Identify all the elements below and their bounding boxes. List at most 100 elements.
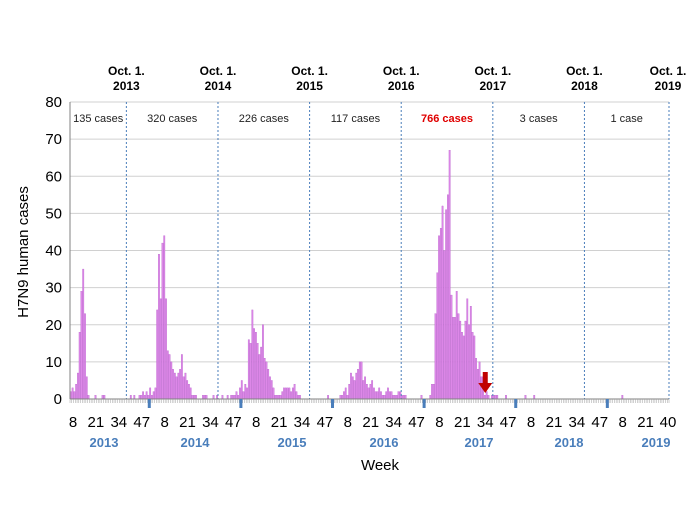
- bar: [469, 306, 472, 400]
- bar: [459, 320, 462, 400]
- year-label: 2015: [278, 435, 307, 450]
- x-tick-label: 8: [435, 414, 443, 431]
- bar: [436, 272, 439, 400]
- bar: [191, 395, 194, 400]
- bar: [254, 332, 257, 400]
- bar: [195, 395, 197, 400]
- bar: [212, 395, 215, 400]
- bar: [277, 395, 280, 400]
- bar: [242, 391, 245, 400]
- year-label: 2013: [90, 435, 119, 450]
- bar: [179, 369, 181, 400]
- oct-label-line2: 2019: [655, 79, 682, 93]
- bar: [270, 380, 273, 400]
- year-start-marker: [422, 399, 426, 408]
- bar: [394, 395, 396, 400]
- y-axis-title: H7N9 human cases: [15, 186, 32, 318]
- bar: [404, 395, 407, 400]
- season-total-label: 226 cases: [239, 113, 290, 125]
- bar: [299, 395, 301, 400]
- bar: [175, 376, 178, 400]
- bar: [420, 395, 423, 400]
- bar: [177, 372, 180, 400]
- axes: [69, 102, 670, 408]
- bar: [103, 395, 106, 400]
- bar: [452, 317, 455, 400]
- bar: [476, 369, 479, 400]
- bar: [263, 358, 266, 400]
- bar: [147, 395, 150, 400]
- bar: [233, 395, 236, 400]
- bar: [362, 380, 365, 400]
- red-arrow-annotation: [478, 372, 493, 393]
- oct-label-line2: 2014: [205, 79, 232, 93]
- bar: [256, 343, 259, 400]
- year-label: 2014: [181, 435, 211, 450]
- bar: [237, 395, 240, 400]
- bar: [385, 391, 388, 400]
- bar: [484, 395, 486, 400]
- oct-label-line1: Oct. 1.: [291, 64, 328, 78]
- bar: [494, 395, 497, 400]
- x-tick-label: 47: [591, 414, 608, 431]
- x-tick-label: 8: [527, 414, 535, 431]
- bar: [395, 395, 398, 400]
- bar: [251, 309, 254, 400]
- bar: [397, 391, 400, 400]
- bar: [249, 343, 252, 400]
- oct-label-line2: 2017: [479, 79, 506, 93]
- bar: [295, 391, 298, 400]
- x-tick-label: 34: [385, 414, 402, 431]
- x-tick-label: 47: [408, 414, 425, 431]
- bar: [244, 383, 247, 400]
- y-tick-label: 40: [45, 243, 62, 260]
- bar: [475, 358, 477, 400]
- bar: [434, 313, 437, 400]
- bar: [350, 372, 352, 400]
- oct-label-line1: Oct. 1.: [650, 64, 687, 78]
- bar: [439, 228, 442, 400]
- bar: [371, 380, 374, 400]
- oct-label-line2: 2018: [571, 79, 598, 93]
- bar: [232, 395, 234, 400]
- x-tick-label: 8: [344, 414, 352, 431]
- bar: [388, 391, 391, 400]
- x-tick-label: 34: [477, 414, 494, 431]
- bar: [161, 242, 164, 400]
- bar: [466, 298, 469, 400]
- x-tick-label: 8: [69, 414, 77, 431]
- bar: [457, 313, 460, 400]
- bar: [533, 395, 536, 400]
- y-tick-label: 10: [45, 354, 62, 371]
- x-tick-label: 21: [362, 414, 379, 431]
- x-tick-label: 40: [660, 414, 677, 431]
- oct-label-line2: 2015: [296, 79, 323, 93]
- oct-label-line1: Oct. 1.: [566, 64, 603, 78]
- bar: [348, 383, 351, 400]
- bar: [258, 354, 261, 400]
- bar: [291, 387, 294, 400]
- y-tick-label: 80: [45, 94, 62, 111]
- bar: [441, 205, 444, 400]
- bar: [381, 395, 384, 400]
- year-label: 2019: [642, 435, 671, 450]
- bar: [378, 387, 381, 400]
- season-total-label: 1 case: [611, 113, 643, 125]
- bar: [443, 250, 446, 400]
- x-tick-label: 21: [546, 414, 563, 431]
- bar: [154, 387, 157, 400]
- season-total-label: 3 cases: [520, 113, 558, 125]
- bar: [341, 395, 344, 400]
- bar: [75, 383, 78, 400]
- bar: [353, 380, 356, 400]
- bar: [140, 395, 143, 400]
- bar: [402, 395, 405, 400]
- bar: [297, 395, 300, 400]
- bar: [369, 383, 372, 400]
- year-start-marker: [147, 399, 151, 408]
- bar: [133, 395, 136, 400]
- bar: [360, 361, 363, 400]
- bar: [272, 387, 275, 400]
- bar: [284, 387, 287, 400]
